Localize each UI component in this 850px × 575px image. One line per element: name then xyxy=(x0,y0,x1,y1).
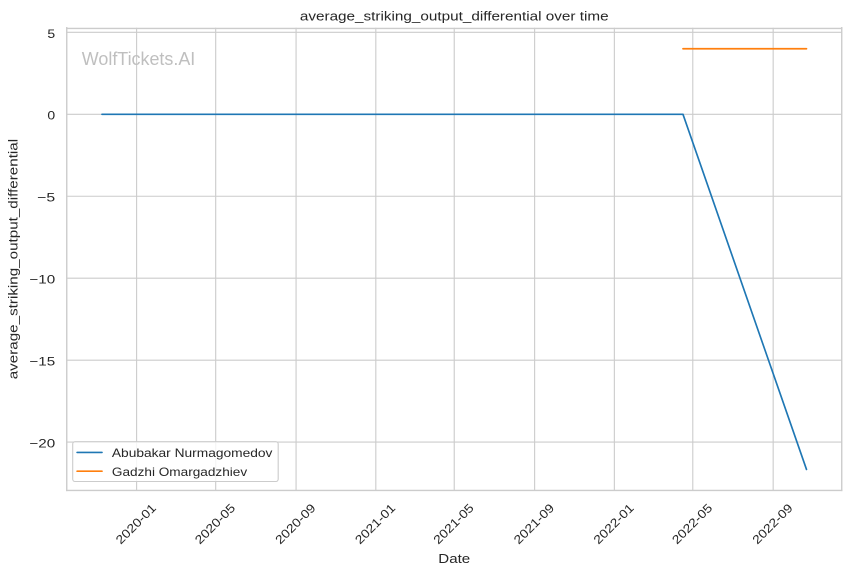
svg-text:−20: −20 xyxy=(29,437,55,451)
svg-text:WolfTickets.AI: WolfTickets.AI xyxy=(82,49,195,69)
svg-text:−15: −15 xyxy=(29,355,55,369)
svg-text:5: 5 xyxy=(47,27,55,41)
svg-text:Abubakar Nurmagomedov: Abubakar Nurmagomedov xyxy=(112,446,274,460)
svg-text:Date: Date xyxy=(438,551,470,566)
svg-text:average_striking_output_differ: average_striking_output_differential xyxy=(6,139,21,379)
svg-text:Gadzhi Omargadzhiev: Gadzhi Omargadzhiev xyxy=(112,465,248,479)
svg-text:−5: −5 xyxy=(37,191,55,205)
svg-text:average_striking_output_differ: average_striking_output_differential ove… xyxy=(300,8,609,23)
svg-text:−10: −10 xyxy=(29,273,55,287)
svg-text:0: 0 xyxy=(47,109,55,123)
